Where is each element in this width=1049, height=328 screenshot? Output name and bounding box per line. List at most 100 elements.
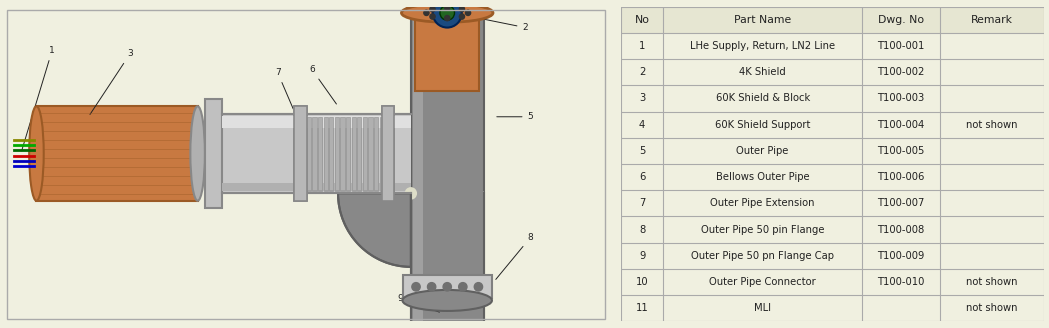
FancyBboxPatch shape: [313, 117, 317, 190]
Text: 60K Shield & Block: 60K Shield & Block: [715, 93, 810, 103]
Text: T100-005: T100-005: [877, 146, 925, 156]
FancyBboxPatch shape: [313, 116, 317, 191]
FancyBboxPatch shape: [329, 117, 334, 190]
FancyBboxPatch shape: [358, 117, 362, 190]
FancyBboxPatch shape: [341, 117, 344, 190]
Text: not shown: not shown: [966, 277, 1018, 287]
FancyBboxPatch shape: [37, 106, 197, 201]
Text: 5: 5: [497, 112, 533, 121]
FancyBboxPatch shape: [351, 116, 356, 191]
Text: 4: 4: [639, 120, 645, 130]
Text: T100-006: T100-006: [877, 172, 925, 182]
Text: 8: 8: [639, 225, 645, 235]
Text: 7: 7: [275, 68, 294, 109]
Text: T100-007: T100-007: [877, 198, 925, 208]
FancyBboxPatch shape: [221, 183, 411, 191]
Text: T100-001: T100-001: [877, 41, 925, 51]
FancyBboxPatch shape: [295, 106, 306, 201]
FancyBboxPatch shape: [205, 99, 221, 208]
Circle shape: [459, 7, 465, 12]
FancyBboxPatch shape: [380, 116, 384, 191]
Text: Outer Pipe Extension: Outer Pipe Extension: [710, 198, 815, 208]
Circle shape: [474, 283, 483, 291]
FancyBboxPatch shape: [318, 117, 322, 190]
Ellipse shape: [403, 290, 492, 311]
Text: 6: 6: [639, 172, 645, 182]
FancyBboxPatch shape: [363, 117, 367, 190]
FancyBboxPatch shape: [368, 117, 372, 190]
FancyBboxPatch shape: [346, 116, 350, 191]
FancyBboxPatch shape: [368, 116, 372, 191]
Text: T100-003: T100-003: [877, 93, 925, 103]
Text: Remark: Remark: [971, 15, 1013, 25]
Text: T100-004: T100-004: [877, 120, 925, 130]
FancyBboxPatch shape: [413, 9, 424, 321]
FancyBboxPatch shape: [221, 113, 411, 194]
FancyBboxPatch shape: [351, 117, 356, 190]
FancyBboxPatch shape: [380, 117, 384, 190]
Text: 4K Shield: 4K Shield: [740, 67, 786, 77]
Text: T100-009: T100-009: [877, 251, 925, 261]
Text: 3: 3: [639, 93, 645, 103]
Circle shape: [430, 14, 435, 19]
Text: 11: 11: [636, 303, 648, 313]
Circle shape: [428, 283, 435, 291]
Ellipse shape: [29, 106, 44, 201]
Circle shape: [443, 283, 451, 291]
Text: 9: 9: [398, 294, 440, 312]
Text: 1: 1: [639, 41, 645, 51]
FancyBboxPatch shape: [341, 116, 344, 191]
Text: 6: 6: [309, 65, 337, 104]
Ellipse shape: [405, 187, 418, 200]
FancyBboxPatch shape: [382, 106, 394, 201]
Text: Outer Pipe 50 pin Flange: Outer Pipe 50 pin Flange: [701, 225, 825, 235]
FancyBboxPatch shape: [329, 116, 334, 191]
Text: 8: 8: [496, 233, 533, 279]
Text: 60K Shield Support: 60K Shield Support: [715, 120, 810, 130]
FancyBboxPatch shape: [374, 117, 379, 190]
Text: Part Name: Part Name: [734, 15, 791, 25]
FancyBboxPatch shape: [411, 194, 484, 267]
Text: LHe Supply, Return, LN2 Line: LHe Supply, Return, LN2 Line: [690, 41, 835, 51]
Text: 2: 2: [476, 18, 528, 32]
Wedge shape: [338, 194, 411, 267]
Circle shape: [412, 283, 421, 291]
Circle shape: [430, 7, 435, 12]
Text: Outer Pipe Connector: Outer Pipe Connector: [709, 277, 816, 287]
Text: 5: 5: [639, 146, 645, 156]
Ellipse shape: [402, 3, 493, 22]
Text: T100-002: T100-002: [877, 67, 925, 77]
Text: 2: 2: [639, 67, 645, 77]
Text: T100-010: T100-010: [877, 277, 925, 287]
FancyBboxPatch shape: [324, 117, 327, 190]
FancyBboxPatch shape: [403, 275, 492, 298]
FancyBboxPatch shape: [374, 116, 379, 191]
Text: 10: 10: [636, 277, 648, 287]
Text: Dwg. No: Dwg. No: [878, 15, 924, 25]
Circle shape: [424, 10, 429, 15]
Text: not shown: not shown: [966, 303, 1018, 313]
FancyBboxPatch shape: [411, 9, 484, 321]
FancyBboxPatch shape: [363, 116, 367, 191]
FancyBboxPatch shape: [382, 106, 394, 201]
Circle shape: [458, 283, 467, 291]
FancyBboxPatch shape: [221, 116, 411, 128]
FancyBboxPatch shape: [621, 7, 1044, 33]
FancyBboxPatch shape: [411, 191, 484, 321]
Text: No: No: [635, 15, 649, 25]
Text: 7: 7: [639, 198, 645, 208]
FancyBboxPatch shape: [306, 117, 311, 190]
Text: Outer Pipe 50 pn Flange Cap: Outer Pipe 50 pn Flange Cap: [691, 251, 834, 261]
Text: 9: 9: [639, 251, 645, 261]
FancyBboxPatch shape: [335, 117, 339, 190]
FancyBboxPatch shape: [415, 12, 479, 91]
Text: Bellows Outer Pipe: Bellows Outer Pipe: [715, 172, 810, 182]
FancyBboxPatch shape: [295, 106, 306, 201]
FancyBboxPatch shape: [335, 116, 339, 191]
FancyBboxPatch shape: [221, 116, 411, 128]
Circle shape: [440, 6, 454, 20]
FancyBboxPatch shape: [221, 113, 411, 194]
Circle shape: [466, 10, 471, 15]
Circle shape: [445, 15, 450, 21]
Circle shape: [432, 0, 462, 28]
